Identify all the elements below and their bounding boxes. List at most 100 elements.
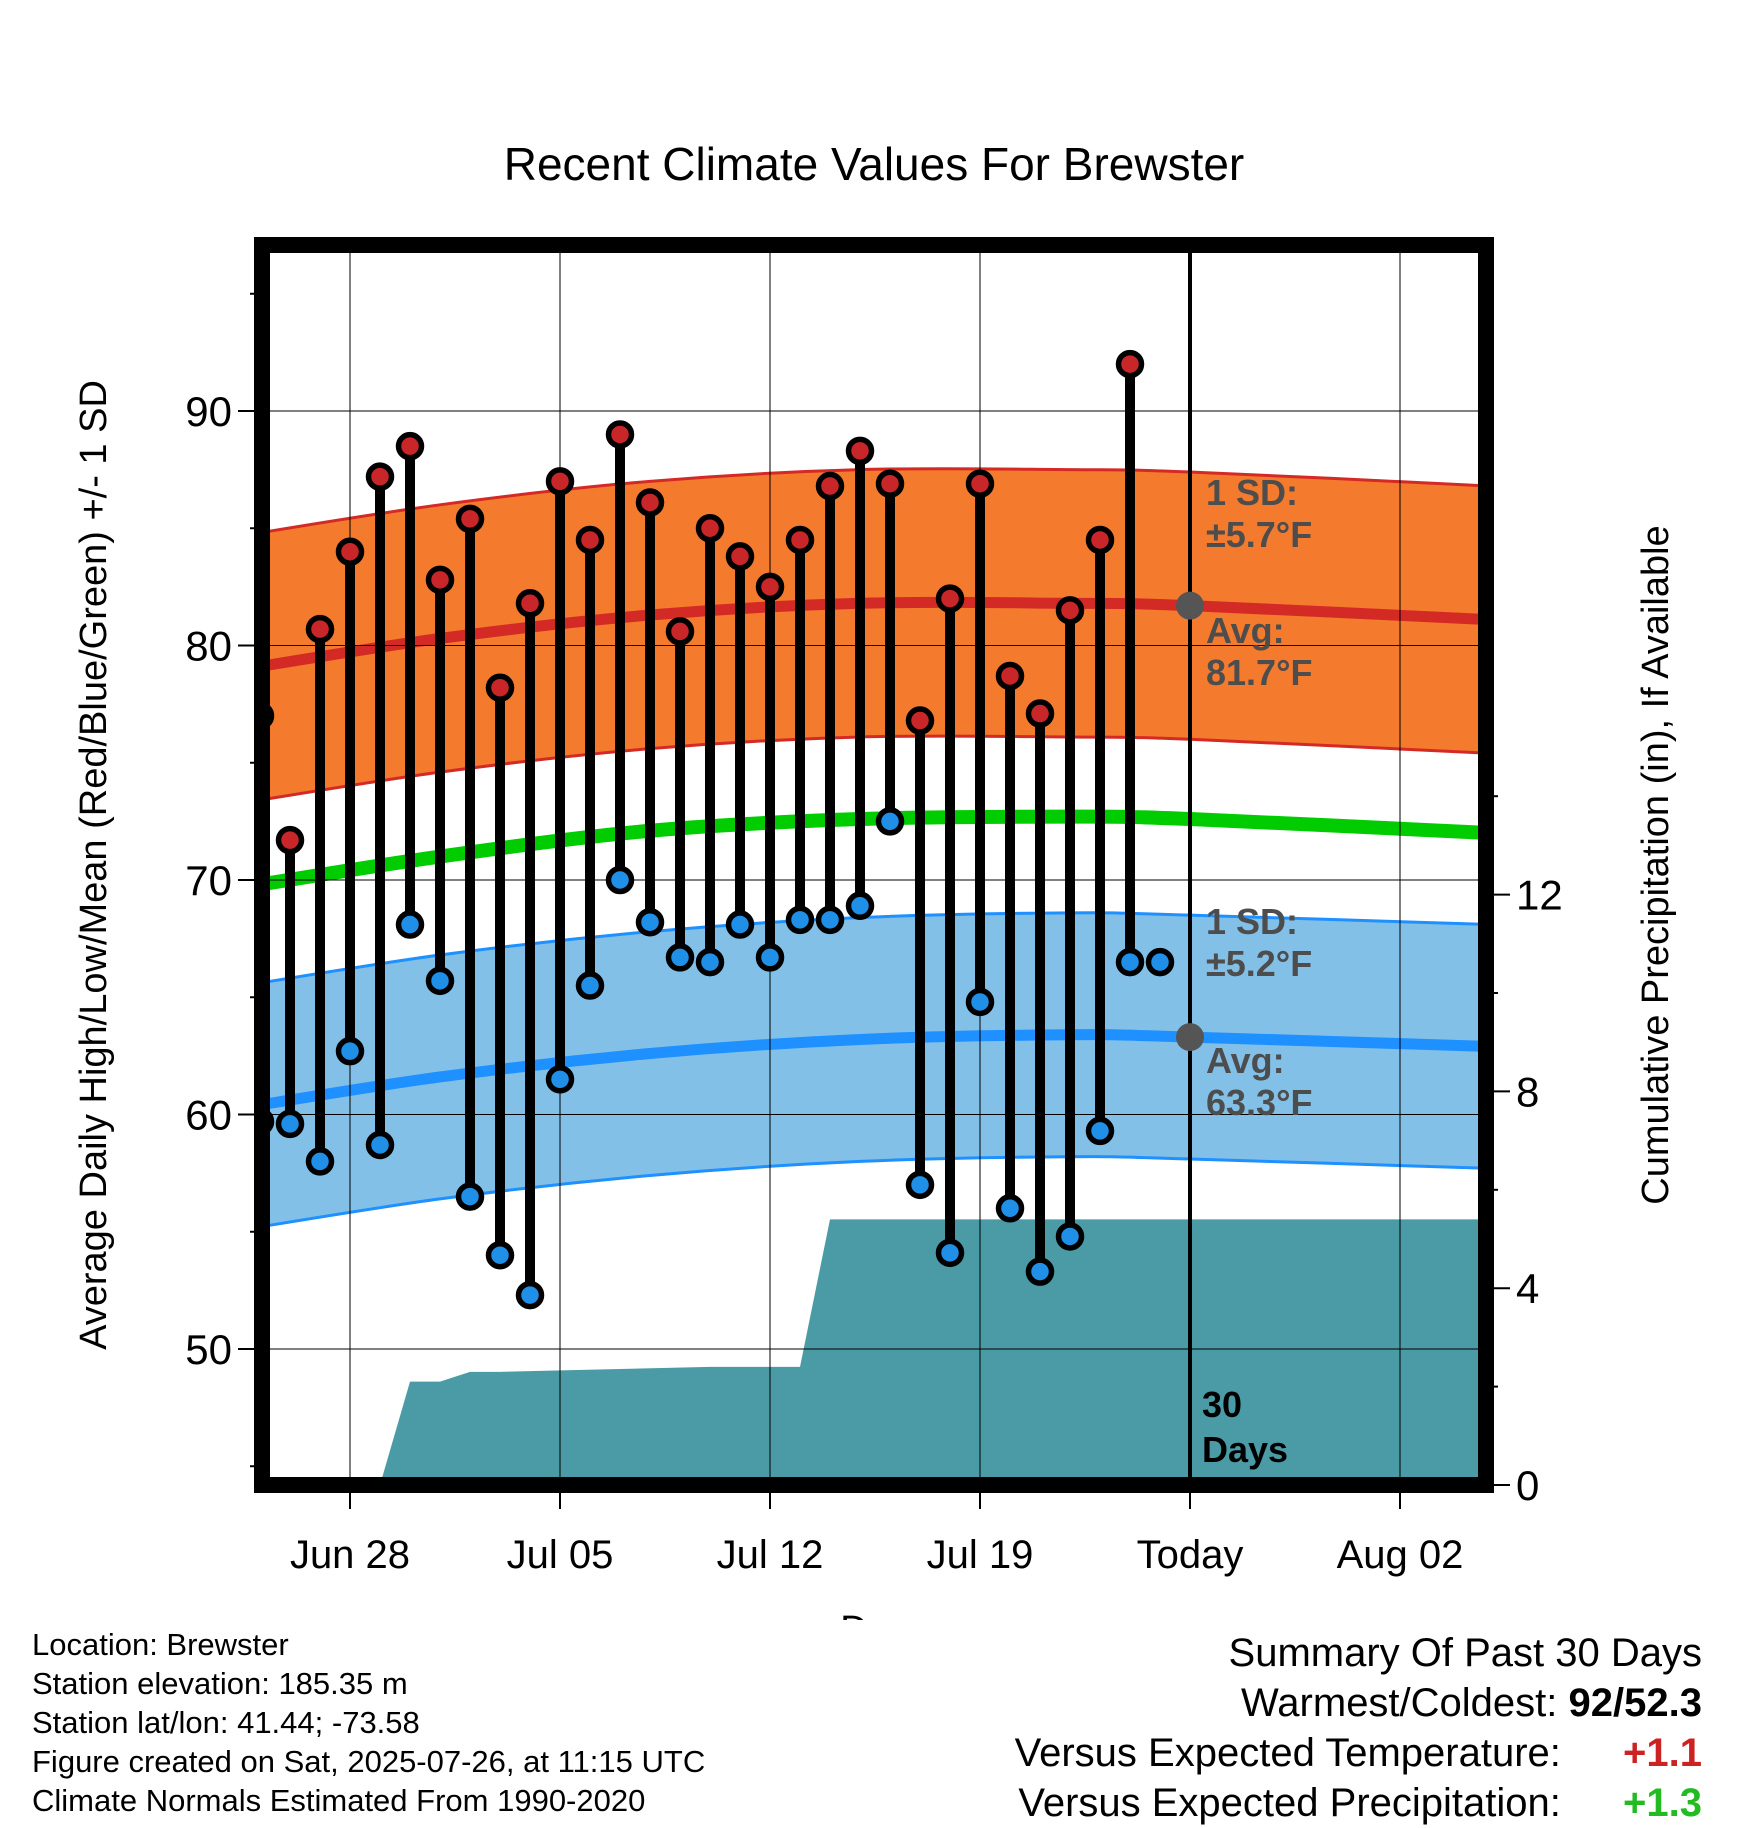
warm-cold-label: Warmest/Coldest: xyxy=(1241,1681,1558,1725)
normals-text: Climate Normals Estimated From 1990-2020 xyxy=(32,1783,646,1818)
daily-high-point xyxy=(515,589,545,618)
daily-low-point xyxy=(905,1170,935,1200)
y-axis-label-right: Cumulative Precipitation (in), If Availa… xyxy=(1635,525,1677,1204)
daily-high-point xyxy=(665,617,695,646)
daily-high-point xyxy=(965,469,995,498)
daily-low-point xyxy=(395,910,425,939)
x-tick-label: Aug 02 xyxy=(1337,1533,1464,1577)
temp-value: +1.1 xyxy=(1623,1731,1702,1775)
high-avg-value: 81.7°F xyxy=(1206,652,1312,693)
daily-high-point xyxy=(725,542,755,571)
y-tick-label-left: 60 xyxy=(185,1092,232,1139)
daily-high-point xyxy=(905,706,935,735)
latlon-text: Station lat/lon: 41.44; -73.58 xyxy=(32,1705,420,1740)
daily-high-point xyxy=(425,565,455,595)
daily-high-point xyxy=(275,825,305,855)
x-tick-label: Jul 05 xyxy=(507,1533,614,1577)
station-metadata: Location: Brewster Station elevation: 18… xyxy=(32,1625,705,1820)
daily-low-point xyxy=(755,943,785,972)
chart-title: Recent Climate Values For Brewster xyxy=(504,138,1245,190)
y-tick-label-right: 0 xyxy=(1516,1462,1539,1509)
summary-temp: Versus Expected Temperature: +1.1 xyxy=(1015,1728,1702,1778)
y-tick-label-left: 50 xyxy=(185,1326,232,1373)
daily-high-point xyxy=(605,420,635,449)
daily-low-point xyxy=(935,1238,965,1268)
x-tick-label: Jul 12 xyxy=(717,1533,824,1577)
daily-low-point xyxy=(575,971,605,1000)
y-tick-label-right: 4 xyxy=(1516,1265,1539,1312)
x-axis-label: Day xyxy=(840,1609,908,1620)
precip-value: +1.3 xyxy=(1623,1781,1702,1825)
daily-low-point xyxy=(845,891,875,921)
daily-high-point xyxy=(1115,349,1145,379)
daily-high-point xyxy=(1085,525,1115,555)
period-unit: Days xyxy=(1202,1429,1288,1470)
daily-high-point xyxy=(785,525,815,555)
daily-low-point xyxy=(665,943,695,972)
daily-low-point xyxy=(875,807,905,836)
daily-low-point xyxy=(1025,1257,1055,1286)
y-tick-label-left: 90 xyxy=(185,388,232,435)
daily-high-point xyxy=(1145,947,1175,977)
precip-label: Versus Expected Precipitation: xyxy=(1018,1781,1561,1825)
daily-low-point xyxy=(305,1147,335,1176)
plot-frame xyxy=(254,237,1494,1493)
daily-low-point xyxy=(545,1065,575,1094)
daily-low-point xyxy=(635,907,665,937)
x-tick-label: Jul 19 xyxy=(927,1533,1034,1577)
daily-high-point xyxy=(875,469,905,498)
daily-low-point xyxy=(455,1182,485,1211)
low-avg-value: 63.3°F xyxy=(1206,1082,1312,1123)
daily-low-point xyxy=(605,865,635,895)
y-tick-label-right: 12 xyxy=(1516,872,1563,919)
daily-low-point xyxy=(1085,1116,1115,1146)
precip-area xyxy=(380,1219,1486,1485)
location-text: Location: Brewster xyxy=(32,1627,289,1662)
y-tick-label-left: 80 xyxy=(185,623,232,670)
daily-high-point xyxy=(755,572,785,602)
high-avg-marker xyxy=(1176,591,1204,620)
created-text: Figure created on Sat, 2025-07-26, at 11… xyxy=(32,1744,706,1779)
daily-low-point xyxy=(725,910,755,939)
daily-low-point xyxy=(1055,1222,1085,1251)
low-sd-label: 1 SD: xyxy=(1206,901,1298,942)
daily-low-point xyxy=(815,905,845,935)
daily-high-point xyxy=(935,584,965,613)
daily-low-point xyxy=(965,987,995,1017)
y-tick-label-left: 70 xyxy=(185,857,232,904)
daily-high-point xyxy=(995,661,1025,691)
daily-high-point xyxy=(395,431,425,461)
daily-high-point xyxy=(365,462,395,491)
summary-warm-cold: Warmest/Coldest: 92/52.3 xyxy=(1015,1678,1702,1728)
elevation-text: Station elevation: 185.35 m xyxy=(32,1666,408,1701)
daily-high-point xyxy=(635,488,665,517)
daily-high-point xyxy=(545,467,575,496)
daily-low-point xyxy=(995,1194,1025,1223)
period-number: 30 xyxy=(1202,1384,1242,1425)
low-avg-label: Avg: xyxy=(1206,1040,1285,1081)
warm-cold-value: 92/52.3 xyxy=(1568,1681,1702,1725)
daily-high-point xyxy=(695,514,725,543)
daily-low-point xyxy=(1115,947,1145,977)
y-tick-label-right: 8 xyxy=(1516,1068,1539,1115)
climate-chart: Recent Climate Values For Brewster 1 SD:… xyxy=(73,138,1677,1620)
daily-high-point xyxy=(815,471,845,501)
x-tick-label: Jun 28 xyxy=(290,1533,410,1577)
daily-high-point xyxy=(845,436,875,466)
daily-high-point xyxy=(1025,699,1055,728)
daily-low-point xyxy=(275,1109,305,1139)
daily-low-point xyxy=(425,966,455,996)
daily-high-point xyxy=(485,673,515,702)
summary-heading: Summary Of Past 30 Days xyxy=(1228,1631,1702,1675)
normal-low-line xyxy=(262,1029,1486,1111)
daily-low-point xyxy=(365,1130,395,1160)
high-avg-label: Avg: xyxy=(1206,610,1285,651)
daily-low-point xyxy=(485,1240,515,1270)
daily-high-point xyxy=(575,525,605,555)
high-sd-label: 1 SD: xyxy=(1206,472,1298,513)
daily-high-point xyxy=(305,614,335,644)
daily-high-point xyxy=(335,537,365,566)
low-sd-value: ±5.2°F xyxy=(1206,943,1312,984)
